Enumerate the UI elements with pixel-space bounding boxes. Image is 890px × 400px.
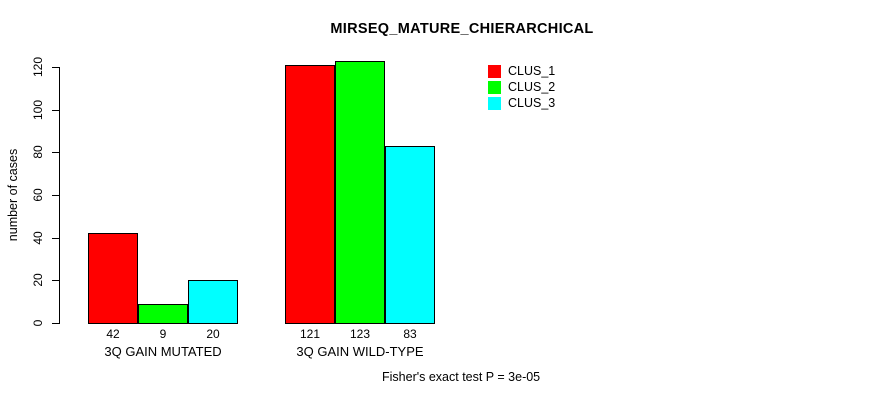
y-tick-mark [52, 195, 59, 196]
legend-item-clus_2: CLUS_2 [488, 79, 555, 95]
bar-value-label: 9 [159, 327, 167, 341]
y-tick-label: 120 [31, 56, 45, 78]
legend-label: CLUS_2 [508, 80, 556, 94]
chart-title: MIRSEQ_MATURE_CHIERARCHICAL [330, 21, 594, 37]
bar-value-label: 20 [206, 327, 220, 341]
y-tick-mark [52, 323, 59, 324]
legend-label: CLUS_1 [508, 64, 556, 78]
y-axis-line [59, 67, 60, 324]
y-tick-label: 40 [31, 230, 45, 245]
y-tick-label: 20 [31, 273, 45, 288]
bar-value-label: 121 [299, 327, 321, 341]
y-axis-title: number of cases [6, 148, 20, 242]
bar-clus_1-1 [88, 233, 138, 324]
legend-swatch-icon [488, 96, 501, 110]
bar-value-label: 42 [106, 327, 120, 341]
y-tick-label: 80 [31, 145, 45, 160]
legend-swatch-icon [488, 64, 501, 78]
bar-clus_1-2 [285, 64, 335, 324]
category-label: 3Q GAIN WILD-TYPE [296, 344, 424, 359]
y-tick-label: 0 [31, 319, 45, 327]
legend: CLUS_1 CLUS_2 CLUS_3 [488, 63, 555, 111]
legend-item-clus_3: CLUS_3 [488, 95, 555, 111]
pvalue-annotation: Fisher's exact test P = 3e-05 [382, 370, 541, 384]
y-tick-mark [52, 237, 59, 239]
bar-clus_3-1 [188, 280, 238, 324]
bar-clus_2-2 [335, 60, 385, 324]
bar-clus_3-2 [385, 145, 435, 324]
y-tick-mark [52, 67, 59, 68]
category-label: 3Q GAIN MUTATED [104, 344, 222, 359]
legend-item-clus_1: CLUS_1 [488, 63, 555, 79]
bar-value-label: 83 [403, 327, 417, 341]
legend-swatch-icon [488, 80, 501, 94]
y-tick-label: 100 [31, 99, 45, 120]
y-tick-label: 60 [31, 188, 45, 202]
bar-clus_2-1 [138, 303, 188, 324]
legend-label: CLUS_3 [508, 96, 556, 110]
y-tick-mark [52, 152, 59, 154]
y-tick-mark [52, 109, 59, 111]
y-tick-mark [52, 280, 59, 282]
bar-value-label: 123 [349, 327, 371, 341]
